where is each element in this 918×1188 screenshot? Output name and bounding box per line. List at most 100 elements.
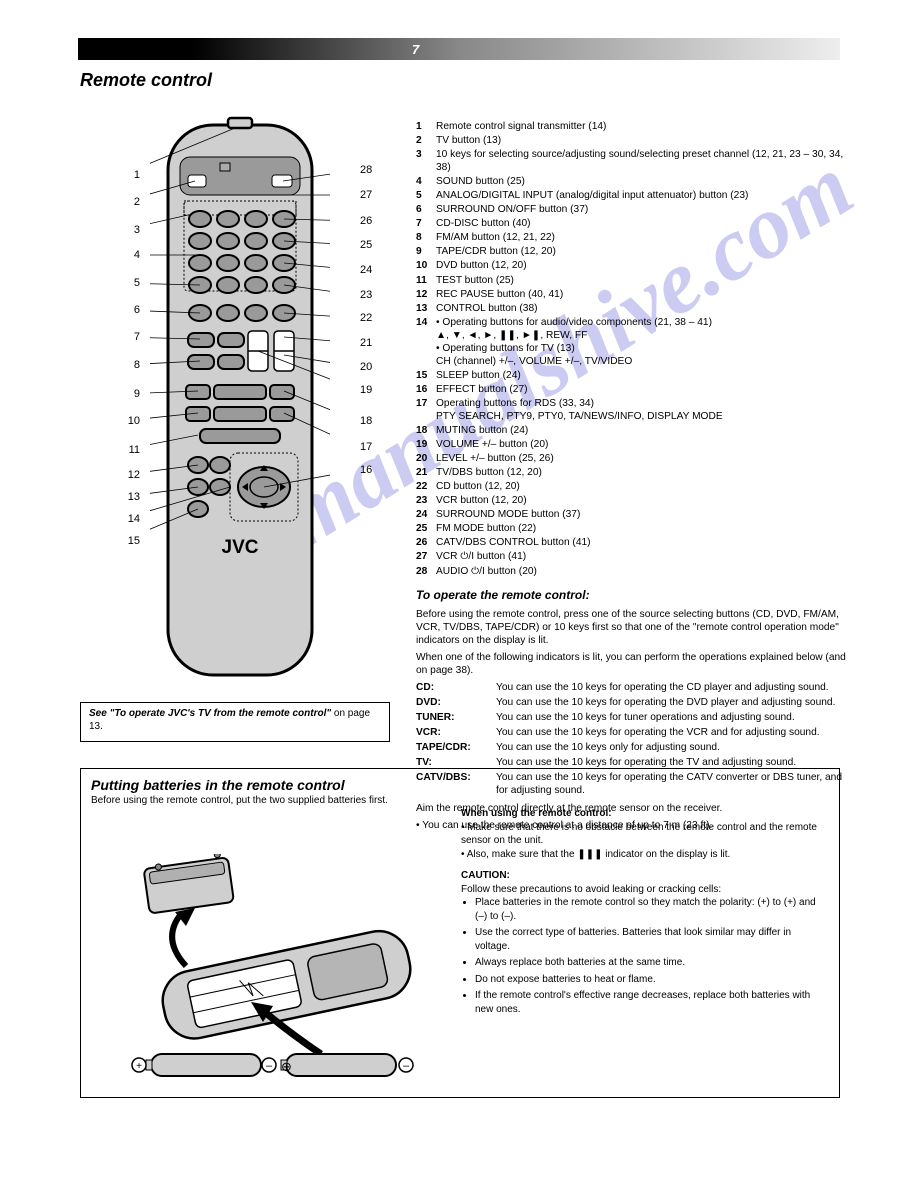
mode-text: You can use the 10 keys for operating th… xyxy=(496,696,846,709)
feature-num: 12 xyxy=(416,288,436,301)
feature-text: Operating buttons for RDS (33, 34) PTY S… xyxy=(436,397,846,423)
feature-item: 10DVD button (12, 20) xyxy=(416,259,846,272)
battery-instructions: When using the remote control: • Make su… xyxy=(461,807,821,1019)
feature-item: 12REC PAUSE button (40, 41) xyxy=(416,288,846,301)
polarity-plus-2: ⊕ xyxy=(281,1059,292,1075)
feature-text: 10 keys for selecting source/adjusting s… xyxy=(436,148,846,174)
caution-item: If the remote control's effective range … xyxy=(475,989,821,1016)
feature-item: 25FM MODE button (22) xyxy=(416,522,846,535)
feature-item: 7CD-DISC button (40) xyxy=(416,217,846,230)
remote-svg: JVC xyxy=(150,115,330,685)
feature-item: 4SOUND button (25) xyxy=(416,175,846,188)
callout-left-9: 9 xyxy=(50,388,140,400)
mode-text: You can use the 10 keys for tuner operat… xyxy=(496,711,846,724)
feature-item: 19VOLUME +/– button (20) xyxy=(416,438,846,451)
feature-text: SURROUND MODE button (37) xyxy=(436,508,846,521)
feature-num: 14 xyxy=(416,316,436,368)
svg-text:JVC: JVC xyxy=(222,537,259,558)
see-below-note: See "To operate JVC's TV from the remote… xyxy=(80,702,390,742)
feature-num: 25 xyxy=(416,522,436,535)
feature-num: 3 xyxy=(416,148,436,174)
feature-num: 26 xyxy=(416,536,436,549)
feature-text: TEST button (25) xyxy=(436,274,846,287)
feature-item: 28AUDIO ⏻/I button (20) xyxy=(416,565,846,578)
feature-item: 23VCR button (12, 20) xyxy=(416,494,846,507)
feature-text: MUTING button (24) xyxy=(436,424,846,437)
feature-item: 13CONTROL button (38) xyxy=(416,302,846,315)
feature-num: 15 xyxy=(416,369,436,382)
feature-text: FM MODE button (22) xyxy=(436,522,846,535)
caution-item: Use the correct type of batteries. Batte… xyxy=(475,926,821,953)
battery-sub: Before using the remote control, put the… xyxy=(91,795,839,806)
callout-left-15: 15 xyxy=(50,535,140,547)
feature-item: 14• Operating buttons for audio/video co… xyxy=(416,316,846,368)
feature-item: 27VCR ⏻/I button (41) xyxy=(416,550,846,563)
mode-row: TAPE/CDR:You can use the 10 keys only fo… xyxy=(416,741,846,754)
feature-num: 27 xyxy=(416,550,436,563)
feature-text: CD button (12, 20) xyxy=(436,480,846,493)
feature-item: 310 keys for selecting source/adjusting … xyxy=(416,148,846,174)
feature-text: EFFECT button (27) xyxy=(436,383,846,396)
svg-text:+: + xyxy=(136,1061,142,1072)
caution-item: Place batteries in the remote control so… xyxy=(475,896,821,923)
callout-left-6: 6 xyxy=(50,304,140,316)
feature-num: 11 xyxy=(416,274,436,287)
feature-num: 5 xyxy=(416,189,436,202)
mode-label: VCR: xyxy=(416,726,496,739)
feature-text: LEVEL +/– button (25, 26) xyxy=(436,452,846,465)
mode-row: DVD:You can use the 10 keys for operatin… xyxy=(416,696,846,709)
feature-item: 22CD button (12, 20) xyxy=(416,480,846,493)
callout-left-3: 3 xyxy=(50,224,140,236)
operate-p1a: Before using the remote control, press o… xyxy=(416,608,846,647)
feature-item: 24SURROUND MODE button (37) xyxy=(416,508,846,521)
feature-text: DVD button (12, 20) xyxy=(436,259,846,272)
features-list: 1Remote control signal transmitter (14)2… xyxy=(416,120,846,578)
feature-text: SURROUND ON/OFF button (37) xyxy=(436,203,846,216)
mode-label: TUNER: xyxy=(416,711,496,724)
operate-title: To operate the remote control: xyxy=(416,588,846,603)
feature-num: 1 xyxy=(416,120,436,133)
feature-text: VOLUME +/– button (20) xyxy=(436,438,846,451)
feature-text: CONTROL button (38) xyxy=(436,302,846,315)
caution-list: Place batteries in the remote control so… xyxy=(475,896,821,1016)
feature-item: 1Remote control signal transmitter (14) xyxy=(416,120,846,133)
feature-num: 28 xyxy=(416,565,436,578)
callout-left-10: 10 xyxy=(50,415,140,427)
header-gradient xyxy=(78,38,840,60)
feature-num: 17 xyxy=(416,397,436,423)
mode-label: CD: xyxy=(416,681,496,694)
feature-num: 7 xyxy=(416,217,436,230)
feature-text: SOUND button (25) xyxy=(436,175,846,188)
feature-num: 9 xyxy=(416,245,436,258)
feature-text: • Operating buttons for audio/video comp… xyxy=(436,316,846,368)
feature-text: TV/DBS button (12, 20) xyxy=(436,466,846,479)
feature-num: 4 xyxy=(416,175,436,188)
svg-text:–: – xyxy=(266,1060,273,1072)
caution-item: Do not expose batteries to heat or flame… xyxy=(475,973,821,987)
page-number: 7 xyxy=(412,42,419,57)
mode-label: DVD: xyxy=(416,696,496,709)
feature-text: AUDIO ⏻/I button (20) xyxy=(436,565,846,578)
when-using-title: When using the remote control: xyxy=(461,807,821,821)
caution-item: Always replace both batteries at the sam… xyxy=(475,956,821,970)
feature-num: 22 xyxy=(416,480,436,493)
battery-box: Putting batteries in the remote control … xyxy=(80,768,840,1098)
feature-item: 2TV button (13) xyxy=(416,134,846,147)
feature-text: Remote control signal transmitter (14) xyxy=(436,120,846,133)
battery-title: Putting batteries in the remote control xyxy=(91,777,839,793)
battery-svg: + – – xyxy=(91,854,441,1084)
callout-left-14: 14 xyxy=(50,513,140,525)
feature-item: 26CATV/DBS CONTROL button (41) xyxy=(416,536,846,549)
feature-item: 6SURROUND ON/OFF button (37) xyxy=(416,203,846,216)
feature-item: 11TEST button (25) xyxy=(416,274,846,287)
page-title: Remote control xyxy=(80,70,212,91)
feature-num: 16 xyxy=(416,383,436,396)
feature-item: 20LEVEL +/– button (25, 26) xyxy=(416,452,846,465)
caution-intro: Follow these precautions to avoid leakin… xyxy=(461,883,821,897)
feature-num: 23 xyxy=(416,494,436,507)
feature-item: 18MUTING button (24) xyxy=(416,424,846,437)
callout-left-12: 12 xyxy=(50,469,140,481)
mode-text: You can use the 10 keys for operating th… xyxy=(496,726,846,739)
callout-left-5: 5 xyxy=(50,277,140,289)
feature-num: 10 xyxy=(416,259,436,272)
